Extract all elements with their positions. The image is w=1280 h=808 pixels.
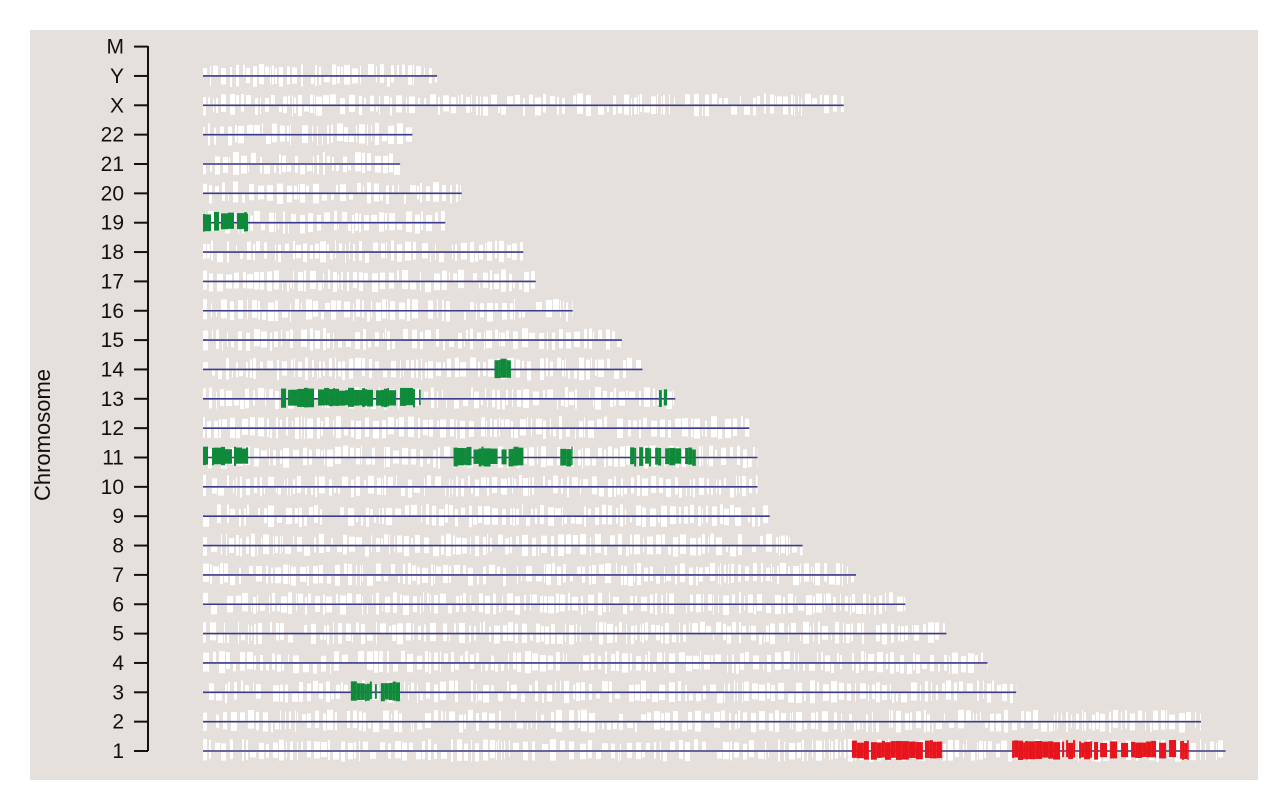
highlight-region-chr11-5 (560, 446, 573, 467)
highlight-region-chr3-2 (350, 681, 401, 702)
density-chr-17 (203, 269, 535, 293)
y-tick-label-1: 1 (112, 740, 124, 763)
y-tick-label-11: 11 (102, 447, 124, 470)
y-tick-label-18: 18 (101, 241, 124, 264)
y-tick-label-2: 2 (112, 711, 124, 734)
highlighted-regions-layer (203, 211, 1189, 760)
highlight-region-chr11-4 (453, 446, 524, 467)
y-tick-label-X: X (110, 94, 124, 117)
highlight-region-chr1-0 (851, 740, 943, 760)
chromosome-chart: Chromosome 12345678910111213141516171819… (30, 36, 1226, 763)
density-chr-4 (203, 650, 988, 674)
density-chr-15 (203, 328, 621, 351)
highlight-region-chr1-1 (1012, 740, 1189, 760)
y-tick-label-12: 12 (101, 417, 124, 440)
y-tick-label-16: 16 (101, 300, 124, 323)
y-tick-label-7: 7 (112, 564, 124, 587)
y-tick-label-4: 4 (112, 652, 124, 675)
y-tick-label-19: 19 (101, 212, 124, 235)
y-tick-label-22: 22 (101, 124, 124, 147)
y-tick-label-10: 10 (101, 476, 124, 499)
y-tick-label-20: 20 (101, 182, 124, 205)
highlight-region-chr11-3 (203, 446, 249, 466)
y-tick-label-14: 14 (101, 358, 125, 381)
y-tick-label-Y: Y (110, 65, 124, 88)
y-tick-label-21: 21 (101, 153, 124, 176)
highlight-region-chr13-8 (658, 389, 668, 407)
density-chr-21 (203, 152, 400, 175)
density-chr-5 (203, 621, 945, 645)
density-chr-7 (203, 562, 854, 586)
y-tick-label-3: 3 (112, 681, 124, 704)
chart-panel: Chromosome 1 2 3 4 5 6 7 8 9 10 11 12 13 14 15 16 17 18 19… (30, 30, 1258, 780)
highlight-region-chr11-6 (630, 447, 696, 467)
chromosome-lines-layer (203, 75, 1226, 752)
density-chr-10 (203, 474, 758, 498)
y-axis-title: Chromosome (30, 369, 55, 501)
density-chr-8 (203, 533, 803, 557)
density-chr-20 (203, 181, 461, 205)
density-chr-22 (203, 122, 412, 146)
highlight-region-chr19-10 (203, 211, 249, 232)
y-tick-label-8: 8 (112, 535, 124, 558)
y-tick-label-13: 13 (101, 388, 124, 411)
density-chr-9 (203, 504, 768, 528)
density-chr-18 (203, 240, 523, 264)
y-tick-label-15: 15 (101, 329, 124, 352)
y-tick-label-6: 6 (112, 593, 124, 616)
highlight-region-chr13-7 (281, 387, 421, 408)
density-chr-16 (203, 298, 573, 322)
density-chr-2 (203, 709, 1202, 733)
density-chr-14 (203, 357, 641, 381)
density-chr-3 (209, 680, 1017, 704)
y-tick-label-17: 17 (101, 270, 124, 293)
highlight-region-chr14-9 (494, 358, 512, 379)
density-chr-12 (203, 416, 750, 440)
density-chr-Y (203, 64, 438, 87)
y-tick-label-5: 5 (112, 623, 124, 646)
y-tick-label-M: M (107, 36, 125, 59)
gene-density-layer (203, 64, 1223, 762)
density-chr-6 (203, 592, 906, 616)
y-tick-label-9: 9 (112, 505, 124, 528)
density-chr-X (203, 93, 844, 117)
